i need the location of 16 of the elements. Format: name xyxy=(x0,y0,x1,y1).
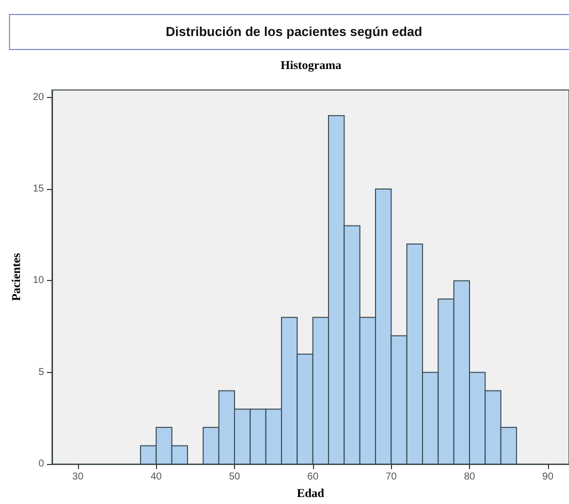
y-tick-label: 10 xyxy=(32,275,44,286)
chart-title: Distribución de los pacientes según edad xyxy=(9,14,569,50)
y-axis-title: Pacientes xyxy=(8,252,23,302)
y-tick-label: 5 xyxy=(38,366,44,378)
y-tick-label: 0 xyxy=(38,458,44,470)
x-tick-label: 90 xyxy=(542,472,554,483)
x-tick-label: 80 xyxy=(464,472,476,483)
y-tick-label: 20 xyxy=(32,92,44,103)
x-tick-label: 50 xyxy=(228,472,241,483)
x-tick-label: 30 xyxy=(72,472,84,483)
chart-subtitle: Histograma xyxy=(280,58,342,72)
x-axis-title: Edad xyxy=(296,486,324,500)
x-tick-label: 40 xyxy=(150,472,162,483)
y-tick-label: 15 xyxy=(32,184,44,195)
x-tick-label: 60 xyxy=(307,472,319,483)
x-tick-label: 70 xyxy=(386,472,398,483)
